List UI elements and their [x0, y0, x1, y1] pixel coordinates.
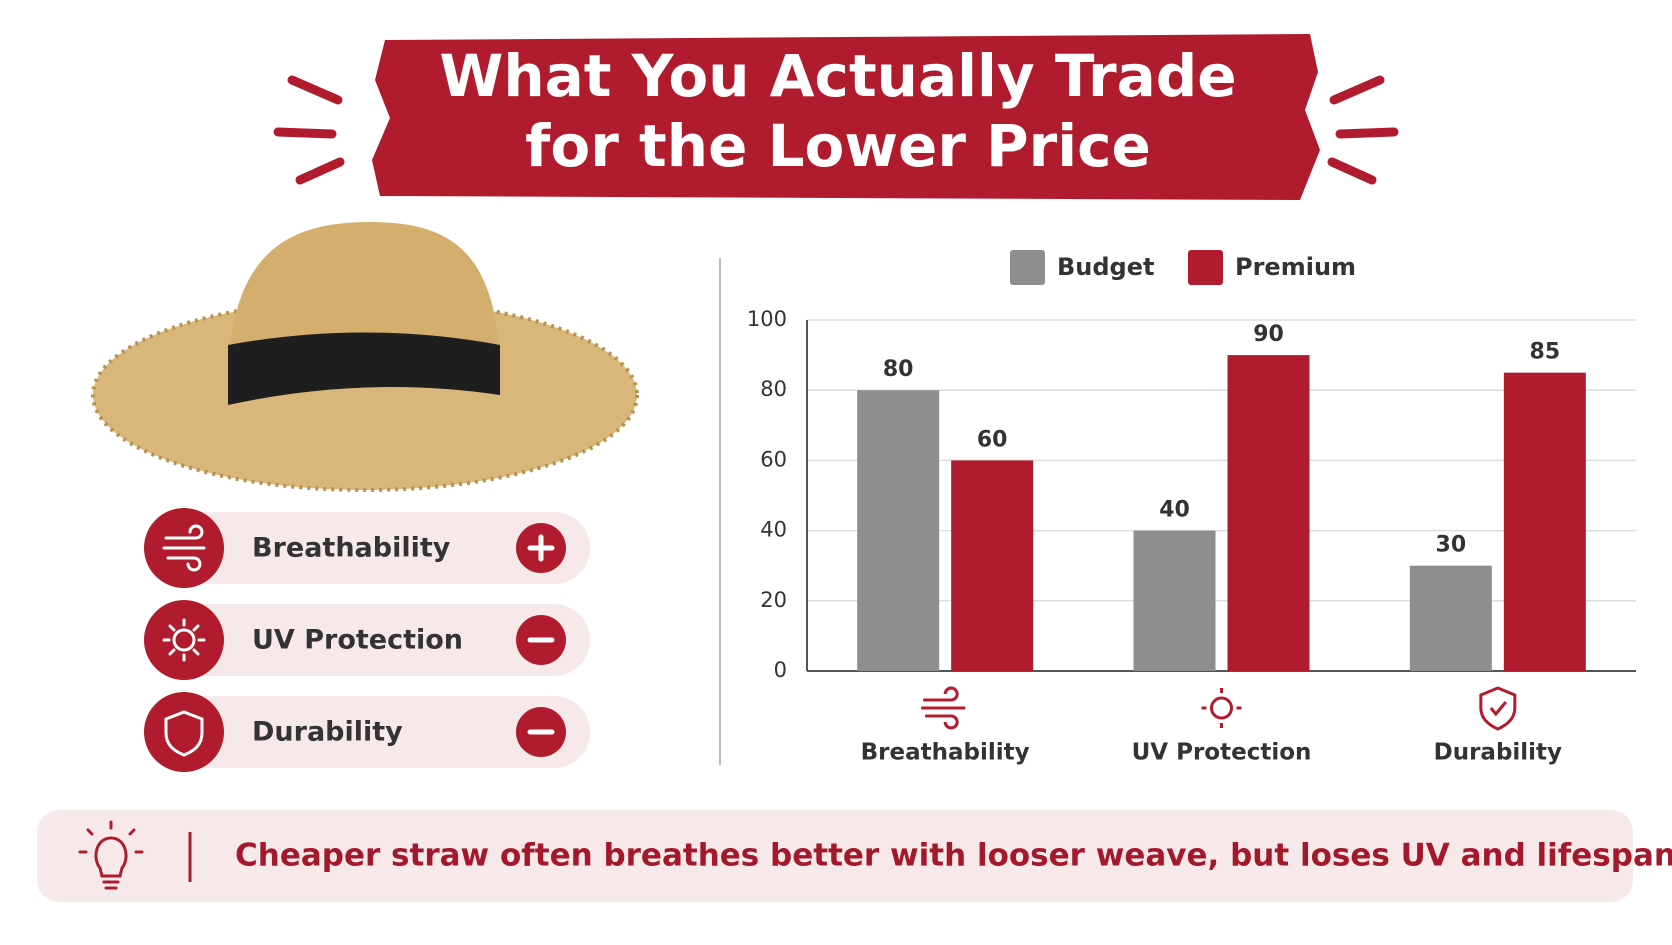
- feature-label: Breathability: [252, 533, 451, 564]
- category-icon: [1201, 688, 1242, 728]
- value-label: 30: [1436, 533, 1467, 558]
- title-accents: [273, 75, 1399, 185]
- category-icon: [1479, 686, 1517, 731]
- bar: [1503, 372, 1586, 671]
- value-label: 40: [1159, 498, 1190, 523]
- value-label: 85: [1530, 340, 1561, 365]
- bar: [1133, 530, 1216, 671]
- bar: [857, 390, 940, 671]
- value-label: 90: [1253, 322, 1284, 347]
- chart: 0 20 40 60 80 100 Budget Premium Breathability 80…: [747, 250, 1636, 766]
- value-label: 60: [977, 427, 1008, 452]
- feature-pill: [144, 696, 590, 768]
- title-line: for the Lower Price: [525, 112, 1151, 180]
- x-tick-label: UV Protection: [1132, 740, 1312, 766]
- title-line: What You Actually Trade: [439, 42, 1236, 110]
- footer-text: Cheaper straw often breathes better with…: [235, 838, 1672, 874]
- y-tick-label: 100: [747, 307, 787, 331]
- hat-illustration: [91, 222, 639, 492]
- feature-label: UV Protection: [252, 625, 463, 656]
- y-tick-label: 20: [760, 588, 787, 612]
- y-tick-label: 80: [760, 377, 787, 401]
- feature-icon: [144, 692, 224, 772]
- legend-label: Premium: [1235, 253, 1356, 281]
- y-tick-label: 0: [774, 658, 787, 682]
- feature-icon: [144, 600, 224, 680]
- legend-swatch: [1010, 250, 1045, 285]
- feature-label: Durability: [252, 717, 403, 748]
- y-tick-label: 40: [760, 518, 787, 542]
- value-label: 80: [883, 357, 914, 382]
- x-tick-label: Durability: [1434, 740, 1562, 766]
- feature-pill: [144, 604, 590, 676]
- bar: [1409, 565, 1492, 671]
- tip-icon: [78, 820, 144, 890]
- footer-box: [37, 810, 1633, 902]
- y-tick-label: 60: [760, 447, 787, 471]
- feature-pill: [144, 512, 590, 584]
- bar: [951, 460, 1034, 671]
- bar: [1227, 355, 1310, 671]
- category-icon: [921, 686, 966, 730]
- feature-list: Breathability UV Protection Durability: [144, 508, 590, 772]
- legend-label: Budget: [1057, 253, 1155, 281]
- title-banner: [372, 34, 1320, 200]
- x-tick-label: Breathability: [861, 740, 1030, 766]
- legend-swatch: [1188, 250, 1223, 285]
